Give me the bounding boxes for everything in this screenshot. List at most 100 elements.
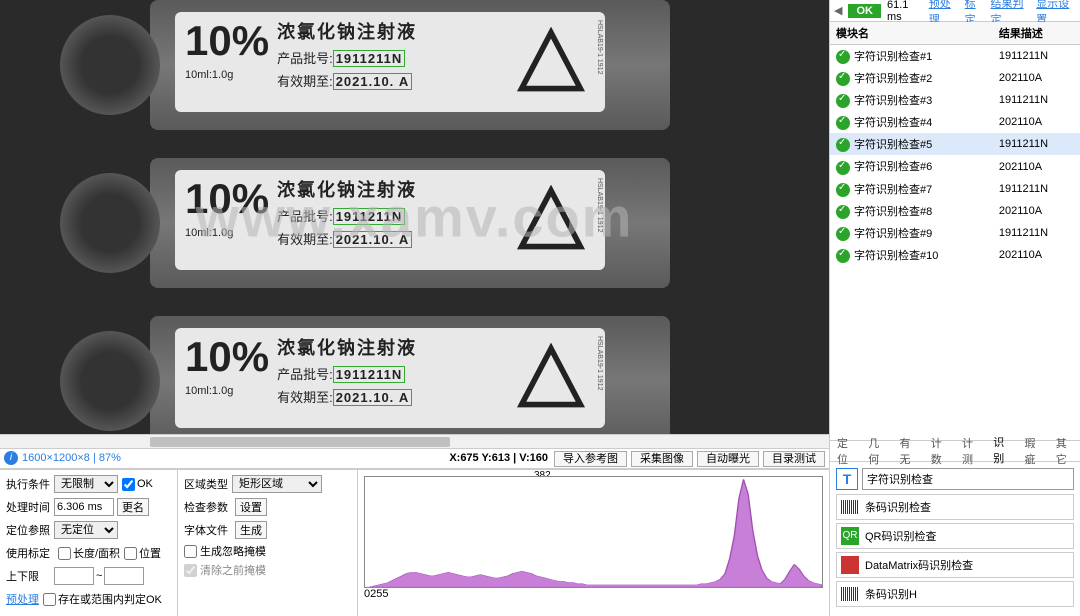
status-badge: OK xyxy=(848,4,881,18)
warning-triangle-icon xyxy=(516,343,586,413)
exec-ok-checkbox[interactable] xyxy=(122,478,135,491)
image-viewer[interactable]: 10%10ml:1.0g 浓氯化钠注射液 产品批号:1911211N 有效期至:… xyxy=(0,0,829,434)
exec-ok-label: OK xyxy=(137,478,153,490)
position-label: 位置 xyxy=(139,545,161,561)
region-type-select[interactable]: 矩形区域 xyxy=(232,475,322,493)
clear-prev-checkbox xyxy=(184,564,197,577)
result-row[interactable]: 字符识别检查#8202110A xyxy=(830,200,1080,222)
result-row[interactable]: 字符识别检查#2202110A xyxy=(830,67,1080,89)
results-table: 模块名结果描述 字符识别检查#11911211N字符识别检查#2202110A字… xyxy=(830,22,1080,440)
horizontal-scrollbar[interactable] xyxy=(0,434,829,448)
label-product-name: 浓氯化钠注射液 xyxy=(277,176,512,202)
tool-category-tabs: 定位几何有无计数计测识别瑕疵其它 xyxy=(830,440,1080,462)
label-batch: 产品批号:1911211N xyxy=(277,206,512,225)
result-header: ◀ OK 61.1 ms 预处理标定结果判定显示设置 xyxy=(830,0,1080,22)
cursor-coords: X:675 Y:613 | V:160 xyxy=(449,452,548,464)
length-area-checkbox[interactable] xyxy=(58,547,71,560)
qr-icon: QR xyxy=(841,527,859,545)
tool-item[interactable]: 条码识别H xyxy=(836,581,1074,607)
tool-list: T 条码识别检查 QR QR码识别检查 DataMatrix码识别检查条码识别H xyxy=(830,462,1080,616)
check-icon xyxy=(836,72,850,86)
vial-label: 10%10ml:1.0g 浓氯化钠注射液 产品批号:1911211N 有效期至:… xyxy=(175,328,605,428)
scrollbar-thumb[interactable] xyxy=(150,437,450,447)
label-expiry: 有效期至:2021.10. A xyxy=(277,71,512,90)
tool-item[interactable]: 条码识别检查 xyxy=(836,494,1074,520)
proc-time-label: 处理时间 xyxy=(6,499,54,515)
text-tool-icon: T xyxy=(836,468,858,490)
chevron-left-icon[interactable]: ◀ xyxy=(834,4,842,17)
tool-item-label: 条码识别H xyxy=(865,586,917,602)
tool-item[interactable]: QR QR码识别检查 xyxy=(836,523,1074,549)
result-row[interactable]: 字符识别检查#6202110A xyxy=(830,155,1080,177)
label-product-name: 浓氯化钠注射液 xyxy=(277,334,512,360)
exec-settings-panel: 执行条件 无限制 OK 处理时间 更名 定位参照 无定位 使用标定 长度/面积 … xyxy=(0,470,178,616)
tool-item-label: DataMatrix码识别检查 xyxy=(865,557,973,573)
info-bar: i 1600×1200×8 | 87% X:675 Y:613 | V:160 … xyxy=(0,448,829,469)
exec-cond-label: 执行条件 xyxy=(6,476,54,492)
check-icon xyxy=(836,138,850,152)
range-ok-checkbox[interactable] xyxy=(43,593,56,606)
label-batch: 产品批号:1911211N xyxy=(277,48,512,67)
preprocess-link[interactable]: 预处理 xyxy=(6,591,39,607)
generate-button[interactable]: 生成 xyxy=(235,521,267,539)
check-icon xyxy=(836,161,850,175)
result-row[interactable]: 字符识别检查#91911211N xyxy=(830,222,1080,244)
label-product-name: 浓氯化钠注射液 xyxy=(277,18,512,44)
tool-search-input[interactable] xyxy=(862,468,1074,490)
position-checkbox[interactable] xyxy=(124,547,137,560)
vial-label: 10%10ml:1.0g 浓氯化钠注射液 产品批号:1911211N 有效期至:… xyxy=(175,12,605,112)
limit-sep: ~ xyxy=(96,570,102,582)
label-expiry: 有效期至:2021.10. A xyxy=(277,229,512,248)
font-file-label: 字体文件 xyxy=(184,522,232,538)
region-type-label: 区域类型 xyxy=(184,476,232,492)
check-icon xyxy=(836,94,850,108)
warning-triangle-icon xyxy=(516,27,586,97)
toolbar-button[interactable]: 目录测试 xyxy=(763,451,825,467)
result-row[interactable]: 字符识别检查#31911211N xyxy=(830,89,1080,111)
check-icon xyxy=(836,50,850,64)
barcode-icon xyxy=(841,585,859,603)
result-row[interactable]: 字符识别检查#10202110A xyxy=(830,244,1080,266)
tool-item-label: QR码识别检查 xyxy=(865,528,937,544)
check-icon xyxy=(836,116,850,130)
tool-item[interactable]: DataMatrix码识别检查 xyxy=(836,552,1074,578)
pos-ref-select[interactable]: 无定位 xyxy=(54,521,118,539)
label-percent: 10%10ml:1.0g xyxy=(175,170,273,270)
limit-high-field[interactable] xyxy=(104,567,144,585)
length-area-label: 长度/面积 xyxy=(73,545,120,561)
result-row[interactable]: 字符识别检查#4202110A xyxy=(830,111,1080,133)
label-percent: 10%10ml:1.0g xyxy=(175,12,273,112)
gen-skip-label: 生成忽略掩模 xyxy=(200,543,266,559)
histogram-chart xyxy=(364,476,823,588)
gen-skip-checkbox[interactable] xyxy=(184,545,197,558)
toolbar-button[interactable]: 导入参考图 xyxy=(554,451,627,467)
result-row[interactable]: 字符识别检查#11911211N xyxy=(830,45,1080,68)
check-icon xyxy=(836,249,850,263)
info-icon: i xyxy=(4,451,18,465)
vial: 10%10ml:1.0g 浓氯化钠注射液 产品批号:1911211N 有效期至:… xyxy=(150,0,670,130)
tool-item-label: 条码识别检查 xyxy=(865,499,931,515)
toolbar-button[interactable]: 自动曝光 xyxy=(697,451,759,467)
region-settings-panel: 区域类型 矩形区域 检查参数 设置 字体文件 生成 生成忽略掩模 清除之前掩模 xyxy=(178,470,358,616)
rename-button[interactable]: 更名 xyxy=(117,498,149,516)
proc-time-field[interactable] xyxy=(54,498,114,516)
result-row[interactable]: 字符识别检查#71911211N xyxy=(830,178,1080,200)
col-result: 结果描述 xyxy=(993,22,1080,45)
datamatrix-icon xyxy=(841,556,859,574)
label-side-code: HSLAB19-1 1912 xyxy=(594,170,605,270)
pos-ref-label: 定位参照 xyxy=(6,522,54,538)
vial: 10%10ml:1.0g 浓氯化钠注射液 产品批号:1911211N 有效期至:… xyxy=(150,316,670,434)
label-side-code: HSLAB19-1 1912 xyxy=(594,12,605,112)
settings-button[interactable]: 设置 xyxy=(235,498,267,516)
vial-label: 10%10ml:1.0g 浓氯化钠注射液 产品批号:1911211N 有效期至:… xyxy=(175,170,605,270)
vial: 10%10ml:1.0g 浓氯化钠注射液 产品批号:1911211N 有效期至:… xyxy=(150,158,670,288)
result-row[interactable]: 字符识别检查#51911211N xyxy=(830,133,1080,155)
exec-cond-select[interactable]: 无限制 xyxy=(54,475,118,493)
limit-low-field[interactable] xyxy=(54,567,94,585)
use-mark-label: 使用标定 xyxy=(6,545,54,561)
exec-time: 61.1 ms xyxy=(887,0,923,23)
check-icon xyxy=(836,205,850,219)
toolbar-button[interactable]: 采集图像 xyxy=(631,451,693,467)
label-side-code: HSLAB19-1 1912 xyxy=(594,328,605,428)
warning-triangle-icon xyxy=(516,185,586,255)
